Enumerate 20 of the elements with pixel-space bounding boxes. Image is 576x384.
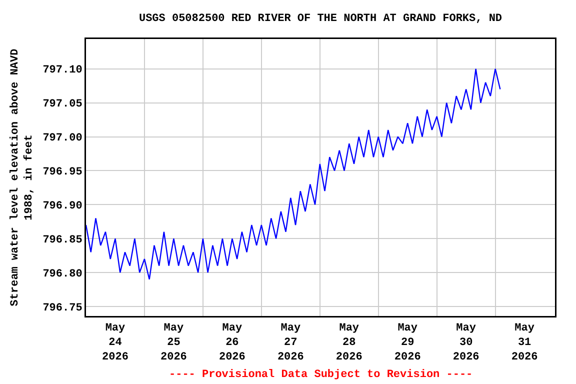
x-tick-label: May 25 2026 <box>160 322 187 364</box>
y-tick-label: 796.75 <box>42 302 83 314</box>
y-tick-label: 797.00 <box>42 132 82 145</box>
y-tick-label: 796.80 <box>42 268 82 280</box>
y-axis-title: Stream water level elevation above NAVD 1988, in feet <box>9 48 36 306</box>
y-tick-label: 797.05 <box>42 98 83 111</box>
x-tick-label: May 30 2026 <box>452 322 480 364</box>
y-tick-label: 796.90 <box>42 200 82 213</box>
x-tick-label: May 31 2026 <box>511 322 538 364</box>
chart-title: USGS 05082500 RED RIVER OF THE NORTH AT GRAND FORKS, ND <box>138 13 502 26</box>
y-tick-label: 797.10 <box>42 64 82 77</box>
x-tick-label: May 24 2026 <box>102 322 128 364</box>
text: ---- Provisional Data Subject to Revision ---- <box>169 369 473 381</box>
y-tick-label: 796.85 <box>42 234 83 246</box>
x-tick-label: May 27 2026 <box>277 322 304 364</box>
line-series <box>86 68 501 280</box>
x-tick-label: May 28 2026 <box>336 322 362 364</box>
y-tick-label: 796.95 <box>42 166 83 179</box>
x-tick-label: May 29 2026 <box>394 322 421 364</box>
x-tick-label: May 26 2026 <box>218 322 246 364</box>
